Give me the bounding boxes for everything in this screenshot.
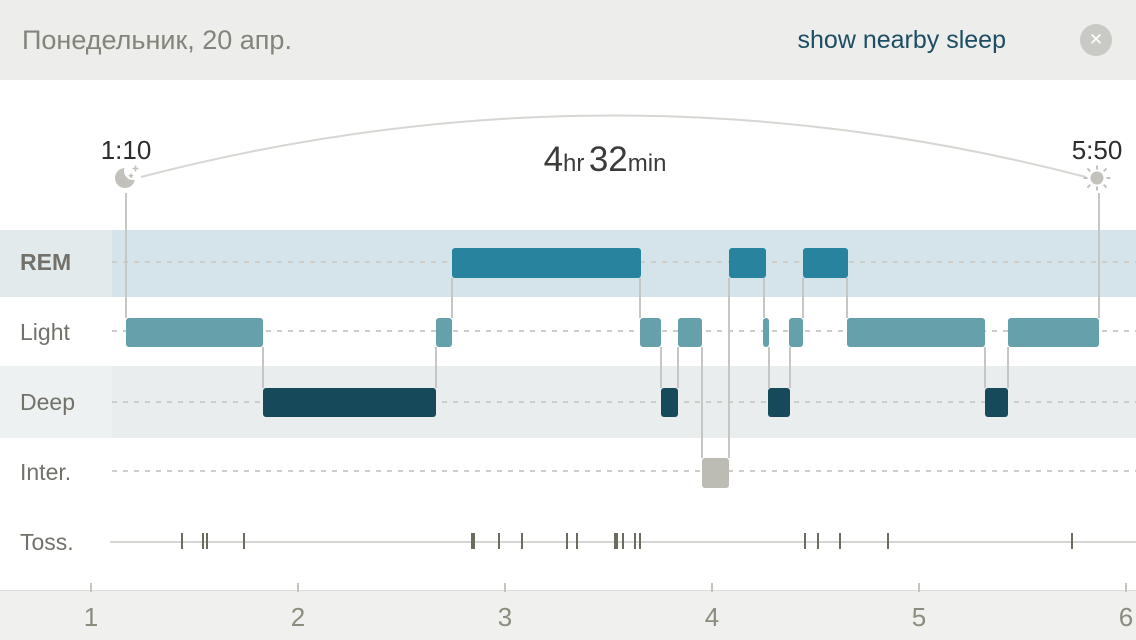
toss-tick — [520, 533, 523, 549]
segment-light — [789, 318, 804, 347]
row-label-toss: Toss. — [20, 529, 74, 555]
stage-connector — [763, 278, 765, 318]
axis-hour-label: 1 — [83, 602, 99, 632]
axis-hour-label: 4 — [704, 602, 720, 632]
toss-tick — [497, 533, 500, 549]
deep-band-label-column — [0, 366, 112, 438]
row-label-rem: REM — [20, 249, 72, 275]
toss-tick — [243, 533, 246, 549]
sleep-span-arc — [140, 114, 1087, 178]
date-title: Понедельник, 20 апр. — [22, 24, 292, 55]
stage-connector — [701, 347, 703, 458]
axis-hour-label: 3 — [497, 602, 513, 632]
toss-tick — [472, 533, 475, 549]
duration-hours-unit: hr — [563, 150, 585, 177]
stage-connector — [660, 347, 662, 388]
axis-hour-tick — [1125, 583, 1127, 592]
axis-hour-label: 2 — [290, 602, 306, 632]
segment-deep — [985, 388, 1008, 417]
close-icon[interactable]: ✕ — [1080, 24, 1112, 56]
segment-light — [639, 318, 662, 347]
segment-light — [125, 318, 263, 347]
segment-light — [762, 318, 769, 347]
rem-band-label-column — [0, 230, 112, 297]
deep-guide-line — [112, 401, 1136, 403]
segment-light — [846, 318, 986, 347]
toss-tick — [621, 533, 624, 549]
row-label-light: Light — [20, 319, 70, 345]
stage-connector — [728, 278, 730, 458]
stage-connector — [435, 347, 437, 388]
toss-tick — [566, 533, 569, 549]
toss-tick — [816, 533, 819, 549]
toss-tick — [205, 533, 208, 549]
light-guide-line — [112, 330, 1136, 332]
duration-minutes: 32 — [588, 140, 628, 179]
toss-tick — [576, 533, 579, 549]
stage-connector — [677, 347, 679, 388]
segment-rem — [452, 248, 641, 278]
segment-deep — [768, 388, 791, 417]
sun-icon — [1083, 165, 1111, 191]
toss-tick — [839, 533, 842, 549]
axis-hour-label: 5 — [911, 602, 927, 632]
header-bar: Понедельник, 20 апр. show nearby sleep ✕ — [0, 0, 1136, 80]
moon-icon — [115, 162, 142, 188]
axis-hour-label: 6 — [1118, 602, 1134, 632]
segment-light — [678, 318, 703, 347]
stage-connector — [802, 278, 804, 318]
toss-tick — [615, 533, 618, 549]
segment-light — [436, 318, 452, 347]
segment-light — [1008, 318, 1100, 347]
stage-connector — [639, 278, 641, 318]
stage-connector — [262, 347, 264, 388]
stage-connector — [846, 278, 848, 318]
segment-deep — [263, 388, 437, 417]
axis-hour-tick — [504, 583, 506, 592]
axis-hour-tick — [90, 583, 92, 592]
axis-hour-tick — [711, 583, 713, 592]
stage-connector — [984, 347, 986, 388]
segment-rem — [728, 248, 767, 278]
toss-tick — [1071, 533, 1074, 549]
stage-connector — [451, 278, 453, 318]
toss-tick — [804, 533, 807, 549]
segment-inter — [702, 458, 729, 488]
duration-hours: 4 — [543, 140, 564, 179]
toss-tick — [181, 533, 184, 549]
show-nearby-sleep-link[interactable]: show nearby sleep — [797, 25, 1006, 54]
stage-connector — [1007, 347, 1009, 388]
axis-hour-tick — [297, 583, 299, 592]
sleep-start-stem — [124, 193, 127, 318]
hour-axis-bar — [0, 590, 1136, 640]
sleep-duration: 4hr 32min — [544, 140, 667, 180]
sleep-end-time: 5:50 — [1071, 135, 1123, 165]
segment-rem — [803, 248, 848, 278]
duration-minutes-unit: min — [627, 150, 667, 177]
toss-tick — [613, 533, 616, 549]
sleep-end-stem — [1098, 193, 1101, 318]
toss-tick — [201, 533, 204, 549]
toss-tick — [638, 533, 641, 549]
toss-tick — [634, 533, 637, 549]
inter-guide-line — [112, 470, 1136, 472]
row-label-inter: Inter. — [20, 459, 72, 485]
row-label-deep: Deep — [20, 389, 75, 415]
stage-connector — [768, 347, 770, 388]
toss-tick — [886, 533, 889, 549]
toss-tick — [470, 533, 473, 549]
stage-connector — [789, 347, 791, 388]
axis-hour-tick — [918, 583, 920, 592]
sleep-start-time: 1:10 — [100, 135, 152, 165]
segment-deep — [661, 388, 679, 417]
